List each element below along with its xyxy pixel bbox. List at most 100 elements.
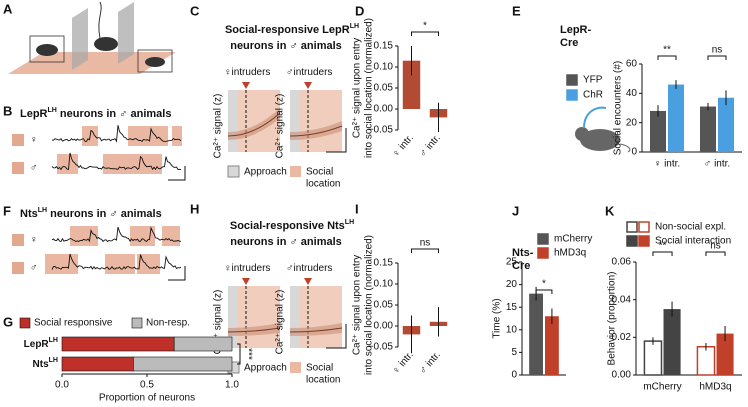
x-axis-label: Proportion of neurons (99, 393, 195, 404)
y-tick-label: 20 (506, 279, 518, 290)
mean-trace (227, 327, 281, 333)
social-period (70, 226, 98, 246)
panel-letter: A (3, 1, 13, 16)
legend-label: YFP (583, 75, 603, 86)
panel-letter: H (190, 201, 199, 216)
y-tick-label: 0.00 (374, 104, 394, 115)
social-period (57, 154, 78, 174)
approach-band (290, 286, 300, 348)
bar (716, 333, 734, 375)
legend-label: Social (306, 167, 333, 178)
y-tick-label: 0.06 (612, 257, 632, 268)
legend-swatch (626, 235, 638, 247)
bar (668, 84, 684, 152)
y-tick-label: 10 (506, 324, 518, 335)
text-part: LepR (20, 108, 48, 120)
legend-label: Social responsive (34, 318, 113, 329)
y-tick-label: 0.10 (374, 279, 394, 290)
approach-band (228, 90, 238, 152)
plot-label: ♂intruders (286, 67, 332, 78)
legend-swatch (566, 74, 578, 86)
row-sex: ♀ (30, 135, 38, 146)
plot-label: ♀intruders (224, 67, 270, 78)
text-part: Nts (33, 359, 50, 370)
bar (529, 293, 543, 375)
text-part: ♀ (224, 67, 232, 78)
x-tick-label: 1.0 (225, 380, 239, 391)
y-tick-label: 0.04 (612, 294, 632, 305)
legend-label: ChR (583, 90, 603, 101)
y-axis-label: Time (%) (492, 298, 503, 338)
social-period (130, 226, 155, 246)
panel-a-art (8, 1, 176, 74)
calcium-trace (51, 152, 182, 171)
y-tick-label: 15 (506, 302, 518, 313)
bar (718, 97, 734, 152)
legend-label: Social interaction (655, 236, 731, 247)
y-tick-label: 40 (626, 88, 638, 99)
panel-letter: C (190, 3, 200, 18)
bar (696, 346, 716, 376)
chart-title: LepR- (560, 24, 592, 36)
panel-letter: B (3, 103, 12, 118)
legend-swatch (19, 317, 31, 329)
y-tick-label: −0.05 (368, 125, 394, 136)
bar (61, 356, 134, 372)
panel-letter: I (355, 201, 359, 216)
x-tick-label: ♂ intr. (417, 350, 442, 377)
text-part: LH (49, 337, 58, 344)
legend-label: location (306, 179, 340, 190)
text-part: LH (38, 207, 47, 214)
ylabel: Ca²⁺ signal (z) (275, 290, 286, 355)
text-part: Social-responsive LepR (225, 24, 350, 36)
social-band (300, 90, 342, 152)
significance-label: ns (712, 45, 723, 56)
legend-label: Social (306, 363, 333, 374)
scale-bar (326, 324, 347, 349)
y-tick-label: 0.00 (374, 321, 394, 332)
x-tick-label: ♂ intr. (704, 159, 730, 170)
y-axis-label: into social location (normalized) (364, 18, 375, 158)
panel-title: neurons in ♂ animals (230, 236, 342, 248)
panel-letter: F (3, 203, 11, 218)
significance-bracket (705, 251, 726, 256)
significance-label: * (542, 279, 546, 290)
text-part: LH (350, 23, 359, 30)
entry-marker (304, 82, 312, 89)
legend-label: Non-resp. (146, 318, 190, 329)
legend-swatch (537, 247, 549, 259)
bar (700, 106, 716, 152)
panel-letter: E (512, 3, 521, 18)
plot-label: ♀intruders (224, 263, 270, 274)
row-sex: ♀ (30, 235, 38, 246)
legend-swatch (290, 166, 301, 177)
chart-title: Nts- (512, 247, 534, 259)
significance-bracket (535, 289, 553, 294)
legend-swatch (131, 317, 143, 329)
chart-title: Cre (512, 260, 530, 272)
significance-bracket (411, 248, 439, 253)
row-marker (12, 134, 24, 146)
mouse-art (575, 106, 631, 153)
significance-bracket (652, 251, 673, 256)
panel-letter: K (605, 203, 615, 218)
legend-label: Non-social expl. (655, 222, 726, 233)
panel-title: Social-responsive LepRLH (225, 23, 359, 36)
text-part: ♂ (286, 263, 294, 274)
text-part: LepR (24, 339, 50, 350)
significance-label: * (423, 21, 427, 32)
y-tick-label: 25 (506, 257, 518, 268)
y-tick-label: 0.02 (612, 332, 632, 343)
y-tick-label: 0.00 (612, 370, 632, 381)
scale-bar (168, 166, 186, 181)
significance-label: ** (659, 241, 667, 252)
panel-title: NtsLH neurons in ♂ animals (20, 207, 162, 220)
y-tick-label: 5 (511, 347, 517, 358)
row-marker (12, 262, 24, 274)
panel-letter: G (3, 314, 13, 329)
x-tick-label: hMD3q (699, 382, 731, 393)
text-part: Social-responsive Nts (230, 220, 345, 232)
bar (402, 60, 421, 109)
approach-band (228, 286, 238, 348)
